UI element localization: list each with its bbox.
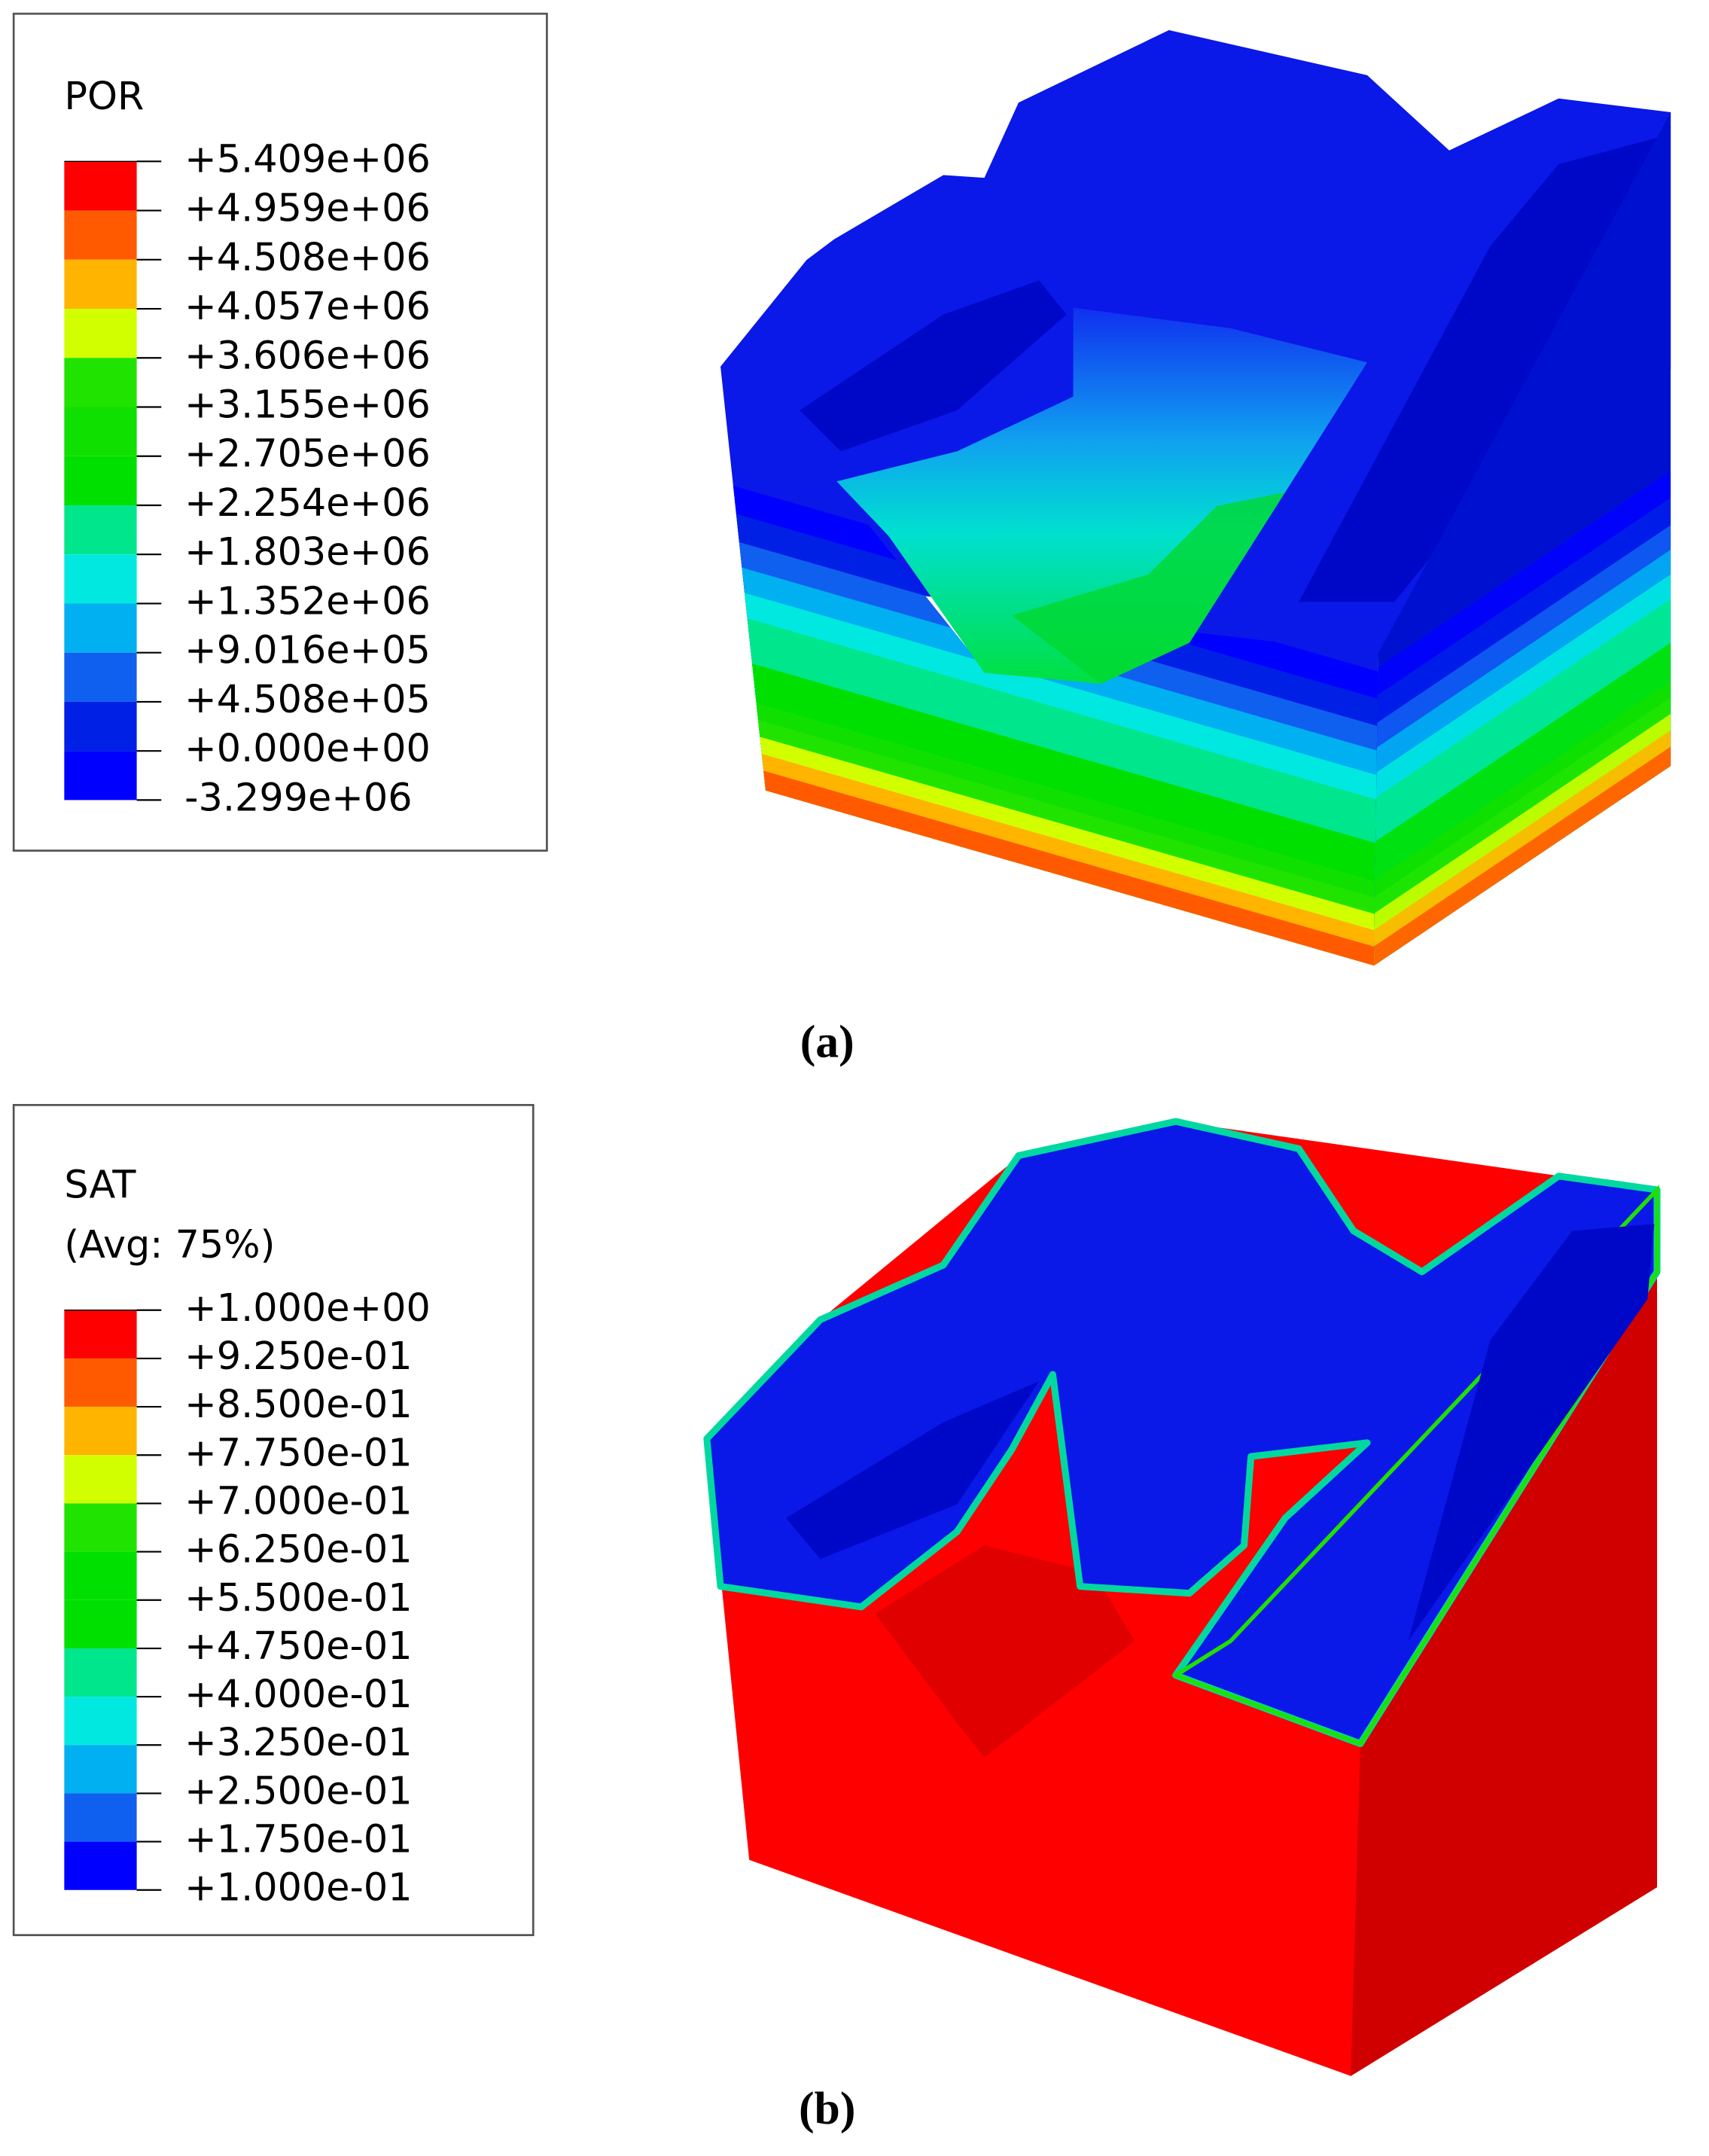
legend-label: +4.057e+06 xyxy=(184,284,431,328)
legend-label: +9.016e+05 xyxy=(184,628,431,672)
legend-label: +4.508e+05 xyxy=(184,677,431,721)
color-band xyxy=(64,603,137,653)
legend-label: +4.750e-01 xyxy=(184,1624,412,1668)
color-legend: +5.409e+06 +4.959e+06 +4.508e+06 +4.057e+06… xyxy=(64,136,431,819)
color-band xyxy=(64,505,137,555)
legend-label: +7.750e-01 xyxy=(184,1430,412,1474)
color-band xyxy=(64,1793,137,1842)
color-band xyxy=(64,161,137,211)
legend-label: +1.000e-01 xyxy=(184,1865,412,1910)
legend-title: SAT xyxy=(64,1162,136,1206)
color-band xyxy=(64,1407,137,1456)
color-band xyxy=(64,1745,137,1794)
legend-label: +2.254e+06 xyxy=(184,480,431,525)
color-band xyxy=(64,407,137,456)
shade xyxy=(1408,1224,1655,1642)
legend-label: +7.000e-01 xyxy=(184,1478,412,1523)
legend-label: +1.352e+06 xyxy=(184,578,431,623)
legend-label: +3.155e+06 xyxy=(184,383,431,427)
legend-label: +2.705e+06 xyxy=(184,432,431,476)
valley-floor xyxy=(1011,492,1286,685)
legend-label: +0.000e+00 xyxy=(184,726,431,770)
color-band xyxy=(64,554,137,604)
color-band xyxy=(64,1648,137,1697)
valley-shade xyxy=(875,1545,1135,1758)
shade xyxy=(800,280,1067,452)
legend-label: +3.606e+06 xyxy=(184,333,431,377)
color-band xyxy=(64,1551,137,1600)
color-band xyxy=(64,1841,137,1890)
color-band xyxy=(64,1455,137,1504)
edge xyxy=(1171,1185,1659,1746)
caption: (b) xyxy=(799,2083,855,2134)
color-band xyxy=(64,210,137,260)
color-band xyxy=(64,309,137,358)
color-band xyxy=(64,259,137,310)
legend-label: +6.250e-01 xyxy=(184,1527,412,1572)
legend-label: +3.250e-01 xyxy=(184,1720,412,1764)
legend-label: +4.959e+06 xyxy=(184,186,431,230)
color-band xyxy=(64,701,137,752)
color-band xyxy=(64,1310,137,1359)
legend-label: +9.250e-01 xyxy=(184,1334,412,1378)
color-band xyxy=(64,1697,137,1746)
valley xyxy=(836,307,1367,685)
color-band xyxy=(64,652,137,702)
legend-label: +5.409e+06 xyxy=(184,136,431,181)
color-band xyxy=(64,358,137,407)
right-face xyxy=(1351,1271,1657,2076)
legend-label: +4.000e-01 xyxy=(184,1672,412,1716)
model-a xyxy=(720,29,1671,966)
legend-label: +1.803e+06 xyxy=(184,529,431,574)
model-b xyxy=(703,1118,1661,2076)
legend-title: POR xyxy=(64,74,144,118)
color-legend: +1.000e+00+9.250e-01+8.500e-01+7.750e-01… xyxy=(64,1285,431,1910)
legend-label: +5.500e-01 xyxy=(184,1575,412,1620)
legend-label: +8.500e-01 xyxy=(184,1382,412,1426)
color-band xyxy=(64,1503,137,1552)
legend-label: -3.299e+06 xyxy=(184,775,412,819)
shade xyxy=(1299,136,1662,602)
color-band xyxy=(64,1599,137,1648)
legend-label: +2.500e-01 xyxy=(184,1768,412,1813)
legend-label: +4.508e+06 xyxy=(184,235,431,279)
shade xyxy=(786,1381,1040,1560)
color-band xyxy=(64,456,137,505)
caption: (a) xyxy=(800,1016,854,1067)
color-band xyxy=(64,751,137,800)
legend-subtitle: (Avg: 75%) xyxy=(64,1222,275,1267)
color-band xyxy=(64,1358,137,1407)
legend-label: +1.750e-01 xyxy=(184,1817,412,1862)
legend-label: +1.000e+00 xyxy=(184,1285,431,1330)
